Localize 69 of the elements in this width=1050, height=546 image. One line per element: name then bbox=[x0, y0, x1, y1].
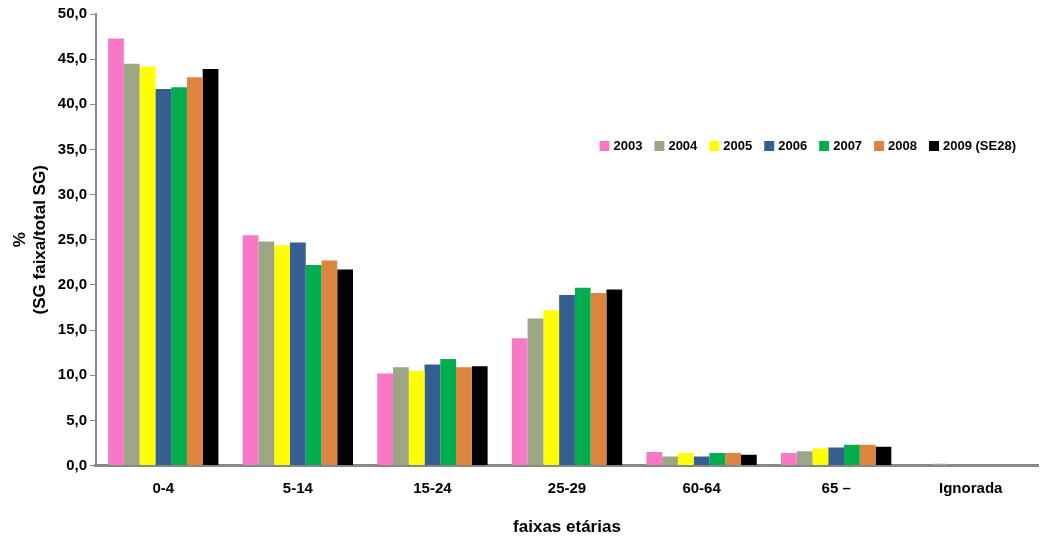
legend-label: 2007 bbox=[833, 137, 863, 153]
bar bbox=[693, 456, 710, 466]
y-tick-label: 5,0 bbox=[66, 410, 87, 428]
bar bbox=[456, 367, 472, 466]
y-axis-title: % (SG faixa/total SG) bbox=[9, 165, 50, 315]
bar bbox=[559, 294, 575, 466]
bar bbox=[543, 310, 560, 466]
bar bbox=[108, 38, 124, 466]
bar bbox=[812, 448, 829, 466]
y-tick-label: 50,0 bbox=[57, 4, 87, 22]
bar bbox=[606, 289, 623, 466]
bar bbox=[123, 63, 140, 466]
x-tick-label: Ignorada bbox=[939, 478, 1004, 496]
y-tick-label: 45,0 bbox=[57, 49, 87, 67]
bar bbox=[424, 364, 441, 466]
bar bbox=[321, 260, 338, 466]
bar bbox=[186, 77, 203, 466]
bar bbox=[242, 235, 259, 466]
bar bbox=[171, 87, 187, 466]
bar bbox=[202, 69, 219, 466]
x-tick-label: 0-4 bbox=[152, 478, 175, 496]
bar bbox=[408, 370, 425, 466]
legend-label: 2006 bbox=[778, 137, 808, 153]
legend-label: 2004 bbox=[668, 137, 699, 153]
legend-label: 2009 (SE28) bbox=[943, 137, 1017, 153]
bar bbox=[590, 293, 607, 466]
bar bbox=[289, 242, 306, 466]
legend-label: 2003 bbox=[613, 137, 643, 153]
bar bbox=[677, 452, 694, 466]
bar bbox=[337, 269, 354, 466]
bar bbox=[274, 245, 290, 466]
x-tick-label: 15-24 bbox=[413, 478, 453, 496]
bar bbox=[155, 88, 172, 466]
y-tick-label: 15,0 bbox=[57, 320, 87, 338]
bar bbox=[662, 456, 678, 466]
bar bbox=[859, 444, 876, 466]
x-tick-label: 65 – bbox=[821, 478, 851, 496]
bar bbox=[796, 451, 813, 466]
y-tick-label: 35,0 bbox=[57, 139, 87, 157]
y-tick-label: 10,0 bbox=[57, 365, 87, 383]
bar bbox=[377, 373, 394, 466]
bar bbox=[844, 444, 860, 466]
bar bbox=[646, 452, 663, 466]
x-axis-title: faixas etárias bbox=[513, 517, 621, 537]
bar bbox=[139, 66, 156, 466]
bar bbox=[305, 265, 322, 466]
y-tick-label: 30,0 bbox=[57, 184, 87, 202]
x-tick-label: 60-64 bbox=[682, 478, 722, 496]
y-tick-label: 40,0 bbox=[57, 94, 87, 112]
bar bbox=[574, 287, 591, 466]
y-tick-label: 25,0 bbox=[57, 229, 87, 247]
bar bbox=[471, 366, 488, 466]
y-tick-label: 0,0 bbox=[66, 455, 87, 473]
bar bbox=[709, 452, 726, 466]
x-tick-label: 5-14 bbox=[282, 478, 314, 496]
legend-label: 2008 bbox=[888, 137, 918, 153]
y-tick-label: 20,0 bbox=[57, 275, 87, 293]
bar bbox=[780, 452, 797, 466]
bar bbox=[440, 359, 457, 466]
bar bbox=[740, 454, 757, 466]
bar bbox=[725, 452, 741, 466]
legend-label: 2005 bbox=[723, 137, 753, 153]
bar bbox=[875, 446, 892, 466]
bar bbox=[511, 338, 528, 466]
bar bbox=[527, 318, 544, 466]
x-tick-label: 25-29 bbox=[547, 478, 587, 496]
bar bbox=[258, 241, 275, 466]
bar bbox=[393, 367, 409, 466]
bar bbox=[828, 447, 845, 466]
